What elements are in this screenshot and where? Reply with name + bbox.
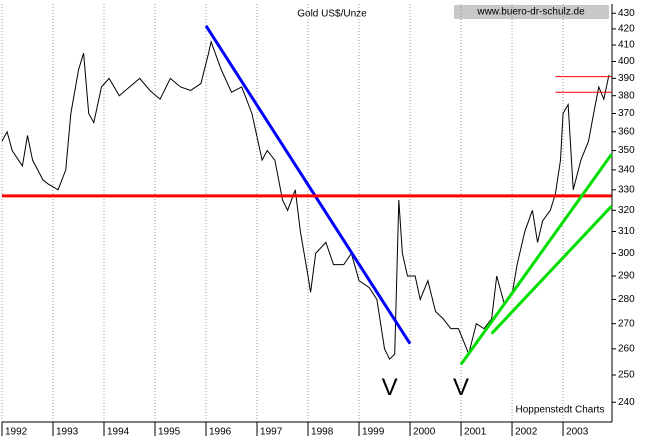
x-tick-label: 1992 <box>5 427 28 438</box>
x-tick-label: 2002 <box>515 427 538 438</box>
annotation: V <box>453 374 469 401</box>
y-tick-label: 330 <box>618 184 635 195</box>
x-tick-label: 2001 <box>464 427 487 438</box>
source-box <box>454 5 609 19</box>
y-tick-label: 430 <box>618 8 635 19</box>
y-tick-label: 350 <box>618 145 635 156</box>
y-tick-label: 300 <box>618 248 635 259</box>
price-line <box>1 39 610 361</box>
x-tick-label: 2000 <box>413 427 436 438</box>
chart-title: Gold US$/Unze <box>297 9 367 20</box>
source: www.buero-dr-schulz.de <box>476 7 585 18</box>
x-tick-label: 1994 <box>107 427 130 438</box>
x-tick-label: 1996 <box>209 427 232 438</box>
y-tick-label: 320 <box>618 205 635 216</box>
credit: Hoppenstedt Charts <box>516 405 605 416</box>
y-tick-label: 240 <box>618 397 635 408</box>
y-tick-label: 410 <box>618 40 635 51</box>
y-tick-label: 420 <box>618 24 635 35</box>
y-tick-label: 400 <box>618 56 635 67</box>
y-tick-label: 340 <box>618 165 635 176</box>
x-tick-label: 1999 <box>362 427 385 438</box>
y-tick-label: 250 <box>618 370 635 381</box>
annotation: V <box>382 374 398 401</box>
y-tick-label: 290 <box>618 271 635 282</box>
y-tick-label: 260 <box>618 343 635 354</box>
x-tick-label: 1993 <box>56 427 79 438</box>
x-tick-label: 1997 <box>260 427 283 438</box>
y-tick-label: 270 <box>618 318 635 329</box>
x-tick-label: 1998 <box>311 427 334 438</box>
x-tick-label: 1995 <box>158 427 181 438</box>
y-tick-label: 380 <box>618 90 635 101</box>
y-tick-label: 370 <box>618 108 635 119</box>
y-tick-label: 310 <box>618 226 635 237</box>
x-tick-label: 2003 <box>566 427 589 438</box>
trend-line <box>459 153 613 366</box>
trend-line <box>204 24 412 345</box>
y-tick-label: 280 <box>618 294 635 305</box>
y-tick-label: 390 <box>618 73 635 84</box>
trend-line <box>490 205 613 335</box>
y-tick-label: 360 <box>618 126 635 137</box>
